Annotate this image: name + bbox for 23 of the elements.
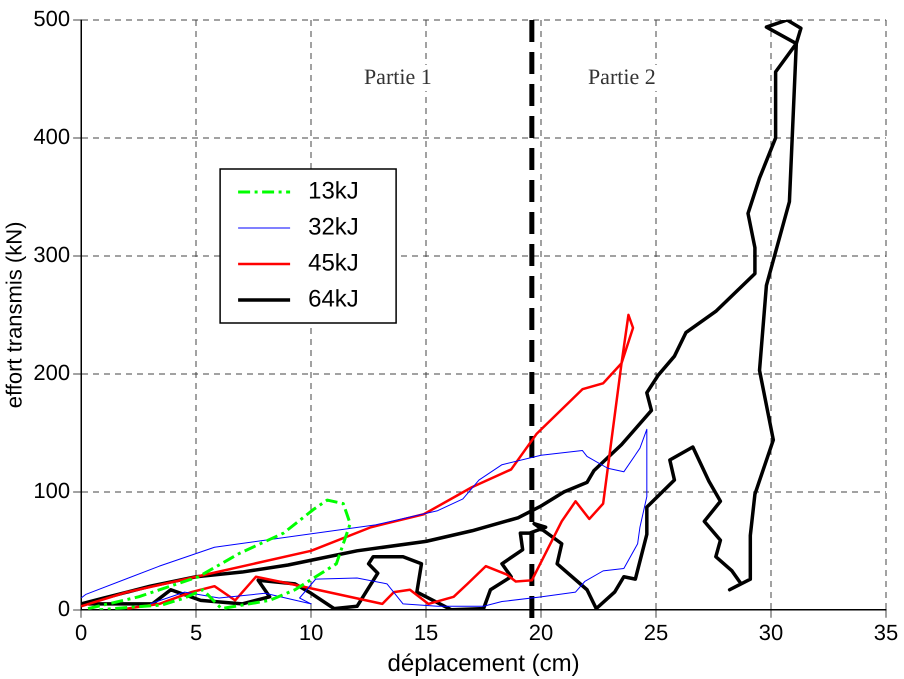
y-tick-label: 500 — [33, 6, 70, 32]
legend-label: 45kJ — [308, 250, 359, 277]
line-series — [86, 498, 352, 610]
x-tick-label: 20 — [528, 620, 554, 646]
annotation: Partie 1 — [364, 64, 432, 89]
x-tick-label: 0 — [74, 620, 88, 646]
legend-label: 13kJ — [308, 178, 359, 205]
x-tick-label: 5 — [190, 620, 202, 646]
legend-label: 64kJ — [308, 286, 359, 313]
y-axis-title: effort transmis (kN) — [1, 222, 26, 408]
annotation: Partie 2 — [588, 64, 656, 89]
legend-label: 32kJ — [308, 214, 359, 241]
y-tick-label: 200 — [33, 360, 70, 385]
x-axis-title: déplacement (cm) — [388, 650, 580, 678]
x-tick-label: 35 — [874, 620, 898, 646]
x-tick-label: 10 — [298, 620, 324, 646]
x-tick-label: 30 — [758, 620, 784, 646]
x-tick-label: 15 — [414, 620, 438, 646]
y-tick-label: 400 — [33, 124, 70, 150]
y-tick-label: 300 — [33, 242, 70, 267]
y-tick-label: 100 — [33, 478, 70, 503]
y-tick-label: 0 — [58, 596, 70, 621]
x-tick-label: 25 — [644, 620, 668, 646]
